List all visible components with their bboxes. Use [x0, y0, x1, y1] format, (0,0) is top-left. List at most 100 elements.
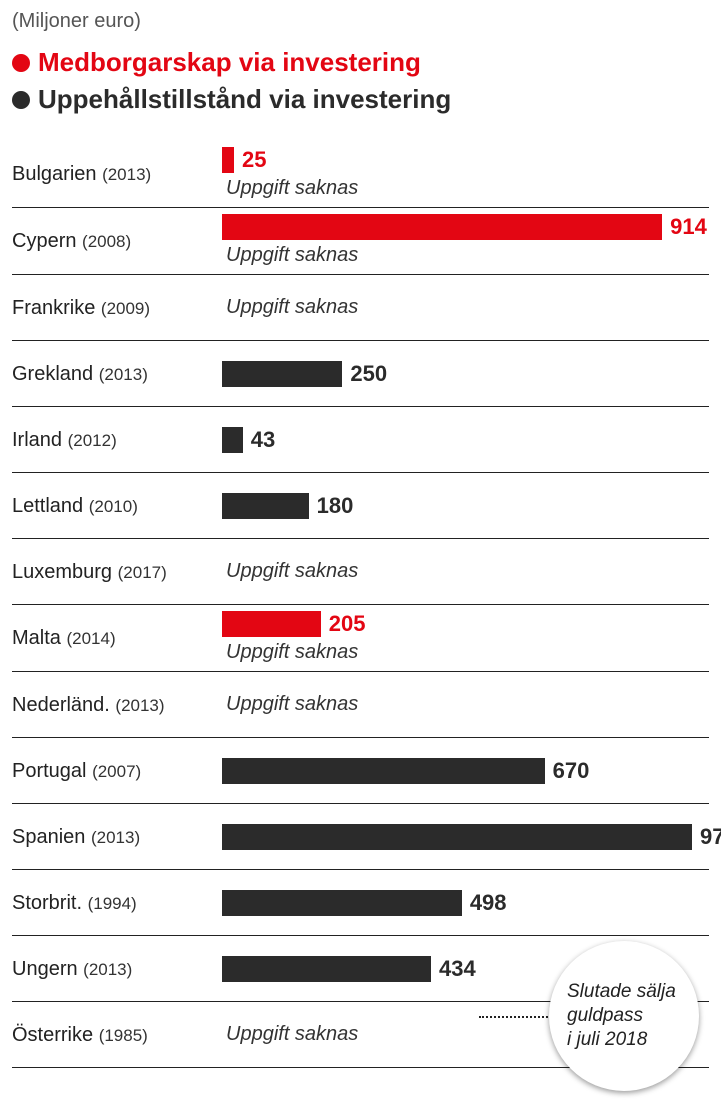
legend: Medborgarskap via investering Uppehållst… [12, 47, 709, 115]
country-name: Luxemburg [12, 561, 118, 583]
residence-bar [222, 890, 462, 916]
residence-value: 434 [439, 956, 476, 982]
residence-value: 43 [251, 427, 275, 453]
citizenship-value: 25 [242, 147, 266, 173]
country-name: Cypern [12, 230, 82, 252]
country-label: Österrike (1985) [12, 1023, 222, 1047]
residence-bar-wrap: 180 [222, 493, 709, 519]
country-name: Spanien [12, 826, 91, 848]
residence-value: 180 [317, 493, 354, 519]
country-name: Nederländ. [12, 694, 115, 716]
bars-col: 976 [222, 824, 721, 850]
residence-bar-wrap: Uppgift saknas [222, 559, 709, 585]
country-year: (2013) [102, 165, 151, 184]
missing-label: Uppgift saknas [222, 560, 358, 583]
bars-col: 670 [222, 758, 709, 784]
chart: Bulgarien (2013)25Uppgift saknasCypern (… [12, 141, 709, 1068]
chart-row: Luxemburg (2017) Uppgift saknas [12, 539, 709, 605]
residence-bar-wrap: 976 [222, 824, 721, 850]
country-label: Frankrike (2009) [12, 296, 222, 320]
country-name: Malta [12, 627, 66, 649]
residence-value: 670 [553, 758, 590, 784]
missing-label: Uppgift saknas [222, 641, 358, 664]
legend-item-citizenship: Medborgarskap via investering [12, 47, 709, 78]
residence-bar-wrap: Uppgift saknas [222, 242, 709, 268]
country-year: (2007) [92, 762, 141, 781]
residence-bar-wrap: Uppgift saknas [222, 692, 709, 718]
country-year: (2017) [118, 563, 167, 582]
country-year: (2013) [115, 696, 164, 715]
country-name: Storbrit. [12, 892, 88, 914]
chart-row: Grekland (2013) 250 [12, 341, 709, 407]
country-year: (2013) [99, 365, 148, 384]
citizenship-bar [222, 147, 234, 173]
chart-row: Nederländ. (2013)Uppgift saknas [12, 672, 709, 738]
residence-bar [222, 758, 545, 784]
country-name: Österrike [12, 1024, 99, 1046]
country-year: (1985) [99, 1026, 148, 1045]
legend-dot-residence [12, 91, 30, 109]
residence-bar-wrap: 250 [222, 361, 709, 387]
country-label: Nederländ. (2013) [12, 693, 222, 717]
country-name: Bulgarien [12, 163, 102, 185]
country-label: Grekland (2013) [12, 362, 222, 386]
country-year: (2014) [66, 629, 115, 648]
citizenship-bar-wrap: 914 [222, 214, 709, 240]
citizenship-bar-wrap: 205 [222, 611, 709, 637]
residence-value: 498 [470, 890, 507, 916]
country-name: Portugal [12, 760, 92, 782]
country-name: Lettland [12, 495, 89, 517]
bars-col: 43 [222, 427, 709, 453]
citizenship-bar [222, 214, 662, 240]
citizenship-bar-wrap: 25 [222, 147, 709, 173]
missing-label: Uppgift saknas [222, 693, 358, 716]
country-name: Irland [12, 429, 68, 451]
country-year: (2009) [101, 299, 150, 318]
country-label: Ungern (2013) [12, 957, 222, 981]
bars-col: 250 [222, 361, 709, 387]
country-year: (2008) [82, 232, 131, 251]
residence-bar-wrap: 670 [222, 758, 709, 784]
country-name: Frankrike [12, 297, 101, 319]
bars-col: Uppgift saknas [222, 692, 709, 718]
country-name: Ungern [12, 958, 83, 980]
country-label: Lettland (2010) [12, 494, 222, 518]
country-year: (2012) [68, 431, 117, 450]
residence-bar [222, 956, 431, 982]
country-label: Bulgarien (2013) [12, 162, 222, 186]
missing-label: Uppgift saknas [222, 296, 358, 319]
bars-col: 25 Uppgift saknas [222, 147, 709, 201]
chart-row: Lettland (2010) 180 [12, 473, 709, 539]
callout-bubble: Slutade sälja guldpass i juli 2018 [549, 941, 699, 1091]
residence-bar [222, 427, 243, 453]
chart-subtitle: (Miljoner euro) [12, 10, 709, 33]
residence-bar-wrap: Uppgift saknas [222, 295, 709, 321]
bars-col: 498 [222, 890, 709, 916]
legend-label-citizenship: Medborgarskap via investering [38, 47, 421, 78]
chart-row: Bulgarien (2013) 25 Uppgift saknas [12, 141, 709, 208]
chart-row: Irland (2012) 43 [12, 407, 709, 473]
country-label: Irland (2012) [12, 428, 222, 452]
residence-value: 976 [700, 824, 721, 850]
residence-bar [222, 361, 342, 387]
residence-value: 250 [350, 361, 387, 387]
chart-row: Malta (2014) 205 Uppgift saknas [12, 605, 709, 672]
country-label: Spanien (2013) [12, 825, 222, 849]
bars-col: 180 [222, 493, 709, 519]
residence-bar-wrap: Uppgift saknas [222, 639, 709, 665]
country-label: Storbrit. (1994) [12, 891, 222, 915]
missing-label: Uppgift saknas [222, 177, 358, 200]
country-label: Cypern (2008) [12, 229, 222, 253]
bars-col: Uppgift saknas [222, 295, 709, 321]
country-year: (1994) [88, 894, 137, 913]
residence-bar-wrap: 43 [222, 427, 709, 453]
citizenship-bar [222, 611, 321, 637]
citizenship-value: 205 [329, 611, 366, 637]
country-name: Grekland [12, 363, 99, 385]
chart-row: Storbrit. (1994) 498 [12, 870, 709, 936]
chart-row: Spanien (2013)976 [12, 804, 709, 870]
residence-bar-wrap: 498 [222, 890, 709, 916]
residence-bar-wrap: Uppgift saknas [222, 175, 709, 201]
country-year: (2013) [83, 960, 132, 979]
legend-dot-citizenship [12, 54, 30, 72]
